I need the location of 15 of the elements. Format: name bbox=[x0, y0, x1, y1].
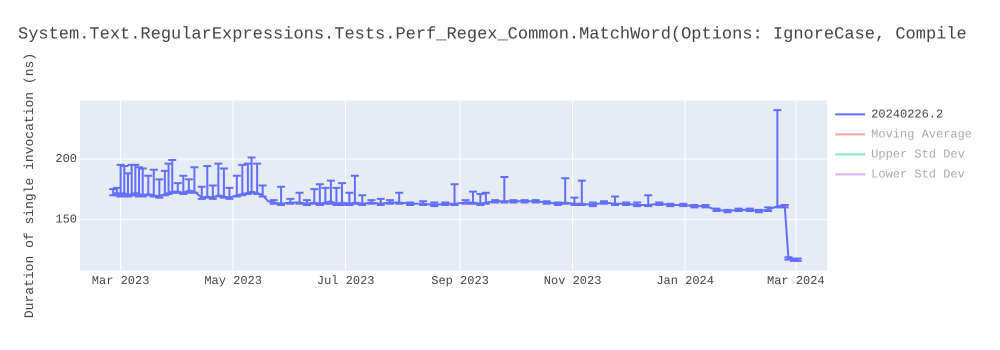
legend-label: 20240226.2 bbox=[871, 108, 944, 122]
x-tick-label: Jul 2023 bbox=[316, 274, 374, 288]
x-tick-label: Mar 2023 bbox=[92, 274, 150, 288]
x-tick-label: Sep 2023 bbox=[431, 274, 489, 288]
x-tick-label: Nov 2023 bbox=[544, 274, 602, 288]
y-axis-title: Duration of single invocation (ns) bbox=[22, 52, 38, 318]
y-tick-label: 200 bbox=[55, 152, 77, 166]
chart-title: System.Text.RegularExpressions.Tests.Perf_Regex_Common.MatchWord(Options: IgnoreCase, Compile bbox=[18, 26, 967, 45]
legend-label: Moving Average bbox=[871, 128, 972, 142]
x-tick-label: Jan 2024 bbox=[656, 274, 714, 288]
legend-label: Lower Std Dev bbox=[871, 168, 965, 182]
x-tick-label: May 2023 bbox=[204, 274, 262, 288]
legend-label: Upper Std Dev bbox=[871, 148, 965, 162]
x-tick-label: Mar 2024 bbox=[767, 274, 825, 288]
y-tick-label: 150 bbox=[55, 212, 77, 227]
